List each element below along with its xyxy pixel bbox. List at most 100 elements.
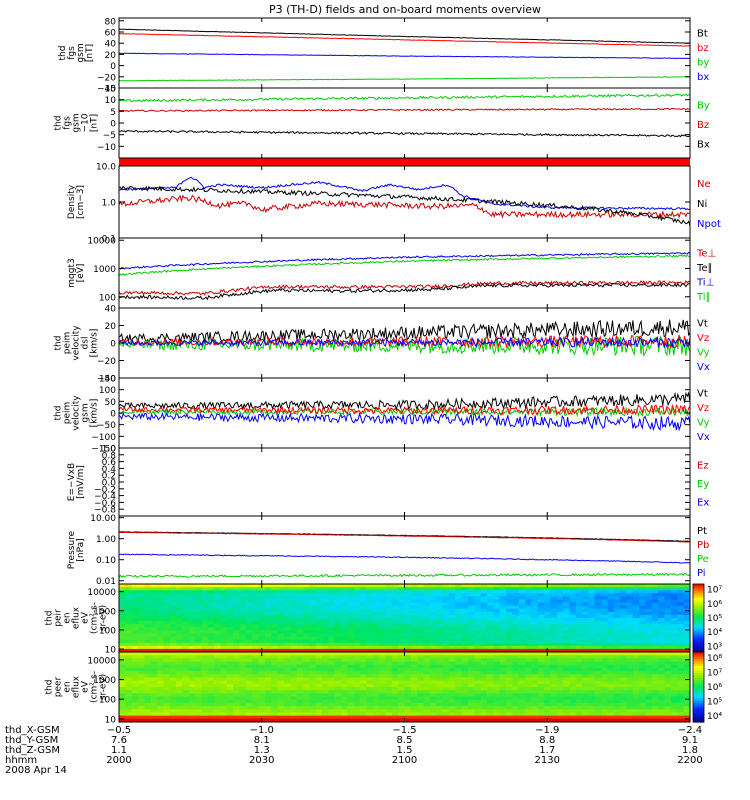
spectrogram-cell <box>398 642 406 647</box>
y-axis-label-line: velocity <box>72 325 82 361</box>
spectrogram-cell <box>506 605 513 610</box>
spectrogram-cell <box>544 587 552 591</box>
spectrogram-cell <box>404 706 412 710</box>
spectrogram-cell <box>163 599 171 604</box>
spectrogram-cell <box>525 624 532 628</box>
spectrogram-cell <box>499 712 507 717</box>
spectrogram-cell <box>417 605 425 610</box>
spectrogram-cell <box>455 709 463 714</box>
y-axis-label: thdpeirenefluxeV(cm²-s-sr-eV) <box>45 602 109 634</box>
spectrogram-cell <box>188 661 196 666</box>
spectrogram-cell <box>423 702 431 707</box>
spectrogram-cell <box>683 593 690 597</box>
spectrogram-cell <box>455 706 463 710</box>
spectrogram-cell <box>353 718 361 722</box>
spectrogram-cell <box>182 587 190 591</box>
spectrogram-cell <box>417 630 425 635</box>
spectrogram-cell <box>518 611 526 616</box>
spectrogram-cell <box>404 627 412 631</box>
spectrogram-cell <box>252 611 260 616</box>
spectrogram-cell <box>226 621 234 625</box>
spectrogram-cell <box>372 636 380 641</box>
spectrogram-cell <box>550 648 558 652</box>
spectrogram-cell <box>169 706 177 710</box>
spectrogram-cell <box>252 605 260 610</box>
spectrogram-cell <box>474 677 482 682</box>
panel-electron-eflux: 10⁸10⁷10⁶10⁵10⁴10000100010010thdpeerenef… <box>45 651 722 725</box>
spectrogram-cell <box>125 614 133 619</box>
spectrogram-cell <box>486 627 494 631</box>
spectrogram-cell <box>404 596 412 601</box>
spectrogram-cell <box>195 667 203 672</box>
spectrogram-cell <box>563 627 571 631</box>
spectrogram-cell <box>645 661 653 666</box>
spectrogram-cell <box>651 605 659 610</box>
spectrogram-cell <box>613 718 621 722</box>
spectrogram-cell <box>499 636 507 641</box>
spectrogram-cell <box>264 599 272 604</box>
spectrogram-cell <box>506 633 513 638</box>
legend-entry: Vz <box>697 333 709 344</box>
spectrogram-cell <box>207 667 215 672</box>
spectrogram-cell <box>506 718 513 722</box>
spectrogram-cell <box>252 696 260 701</box>
spectrogram-cell <box>379 611 387 616</box>
spectrogram-cell <box>195 671 203 675</box>
spectrogram-cell <box>131 584 139 588</box>
spectrogram-cell <box>506 677 513 682</box>
spectrogram-cell <box>296 702 304 707</box>
spectrogram-cell <box>575 690 583 694</box>
spectrogram-cell <box>347 605 355 610</box>
spectrogram-cell <box>499 709 507 714</box>
spectrogram-cell <box>677 655 685 659</box>
spectrogram-cell <box>474 699 482 704</box>
spectrogram-cell <box>372 693 380 698</box>
spectrogram-cell <box>639 639 647 644</box>
spectrogram-cell <box>271 696 279 701</box>
spectrogram-cell <box>550 712 558 717</box>
spectrogram-cell <box>258 658 266 663</box>
spectrogram-cell <box>252 715 260 720</box>
spectrogram-cell <box>398 614 406 619</box>
spectrogram-cell <box>544 608 552 613</box>
spectrogram-cell <box>214 596 222 601</box>
spectrogram-cell <box>328 699 336 704</box>
spectrogram-cell <box>309 683 317 688</box>
spectrogram-cell <box>582 671 590 675</box>
spectrogram-cell <box>607 715 615 720</box>
spectrogram-cell <box>245 611 253 616</box>
spectrogram-cell <box>467 599 475 604</box>
spectrogram-cell <box>353 608 361 613</box>
spectrogram-cell <box>436 709 444 714</box>
spectrogram-cell <box>366 624 374 628</box>
spectrogram-cell <box>131 636 139 641</box>
spectrogram-cell <box>271 712 279 717</box>
spectrogram-cell <box>404 702 412 707</box>
spectrogram-cell <box>677 633 685 638</box>
spectrogram-cell <box>683 630 690 635</box>
spectrogram-cell <box>588 587 596 591</box>
spectrogram-cell <box>461 664 469 669</box>
spectrogram-cell <box>575 621 583 625</box>
spectrogram-cell <box>125 636 133 641</box>
spectrogram-cell <box>588 605 596 610</box>
spectrogram-cell <box>467 661 475 666</box>
spectrogram-cell <box>163 699 171 704</box>
spectrogram-cell <box>639 645 647 650</box>
spectrogram-cell <box>207 599 215 604</box>
spectrogram-cell <box>480 674 488 679</box>
spectrogram-cell <box>613 599 621 604</box>
spectrogram-cell <box>239 618 247 622</box>
spectrogram-cell <box>176 642 184 647</box>
spectrogram-cell <box>544 590 552 594</box>
spectrogram-cell <box>601 621 609 625</box>
spectrogram-cell <box>569 664 577 669</box>
spectrogram-cell <box>582 584 590 588</box>
spectrogram-cell <box>683 671 690 675</box>
spectrogram-cell <box>283 690 291 694</box>
spectrogram-cell <box>258 699 266 704</box>
spectrogram-cell <box>131 652 139 656</box>
spectrogram-cell <box>125 621 133 625</box>
spectrogram-cell <box>277 712 285 717</box>
spectrogram-cell <box>480 621 488 625</box>
